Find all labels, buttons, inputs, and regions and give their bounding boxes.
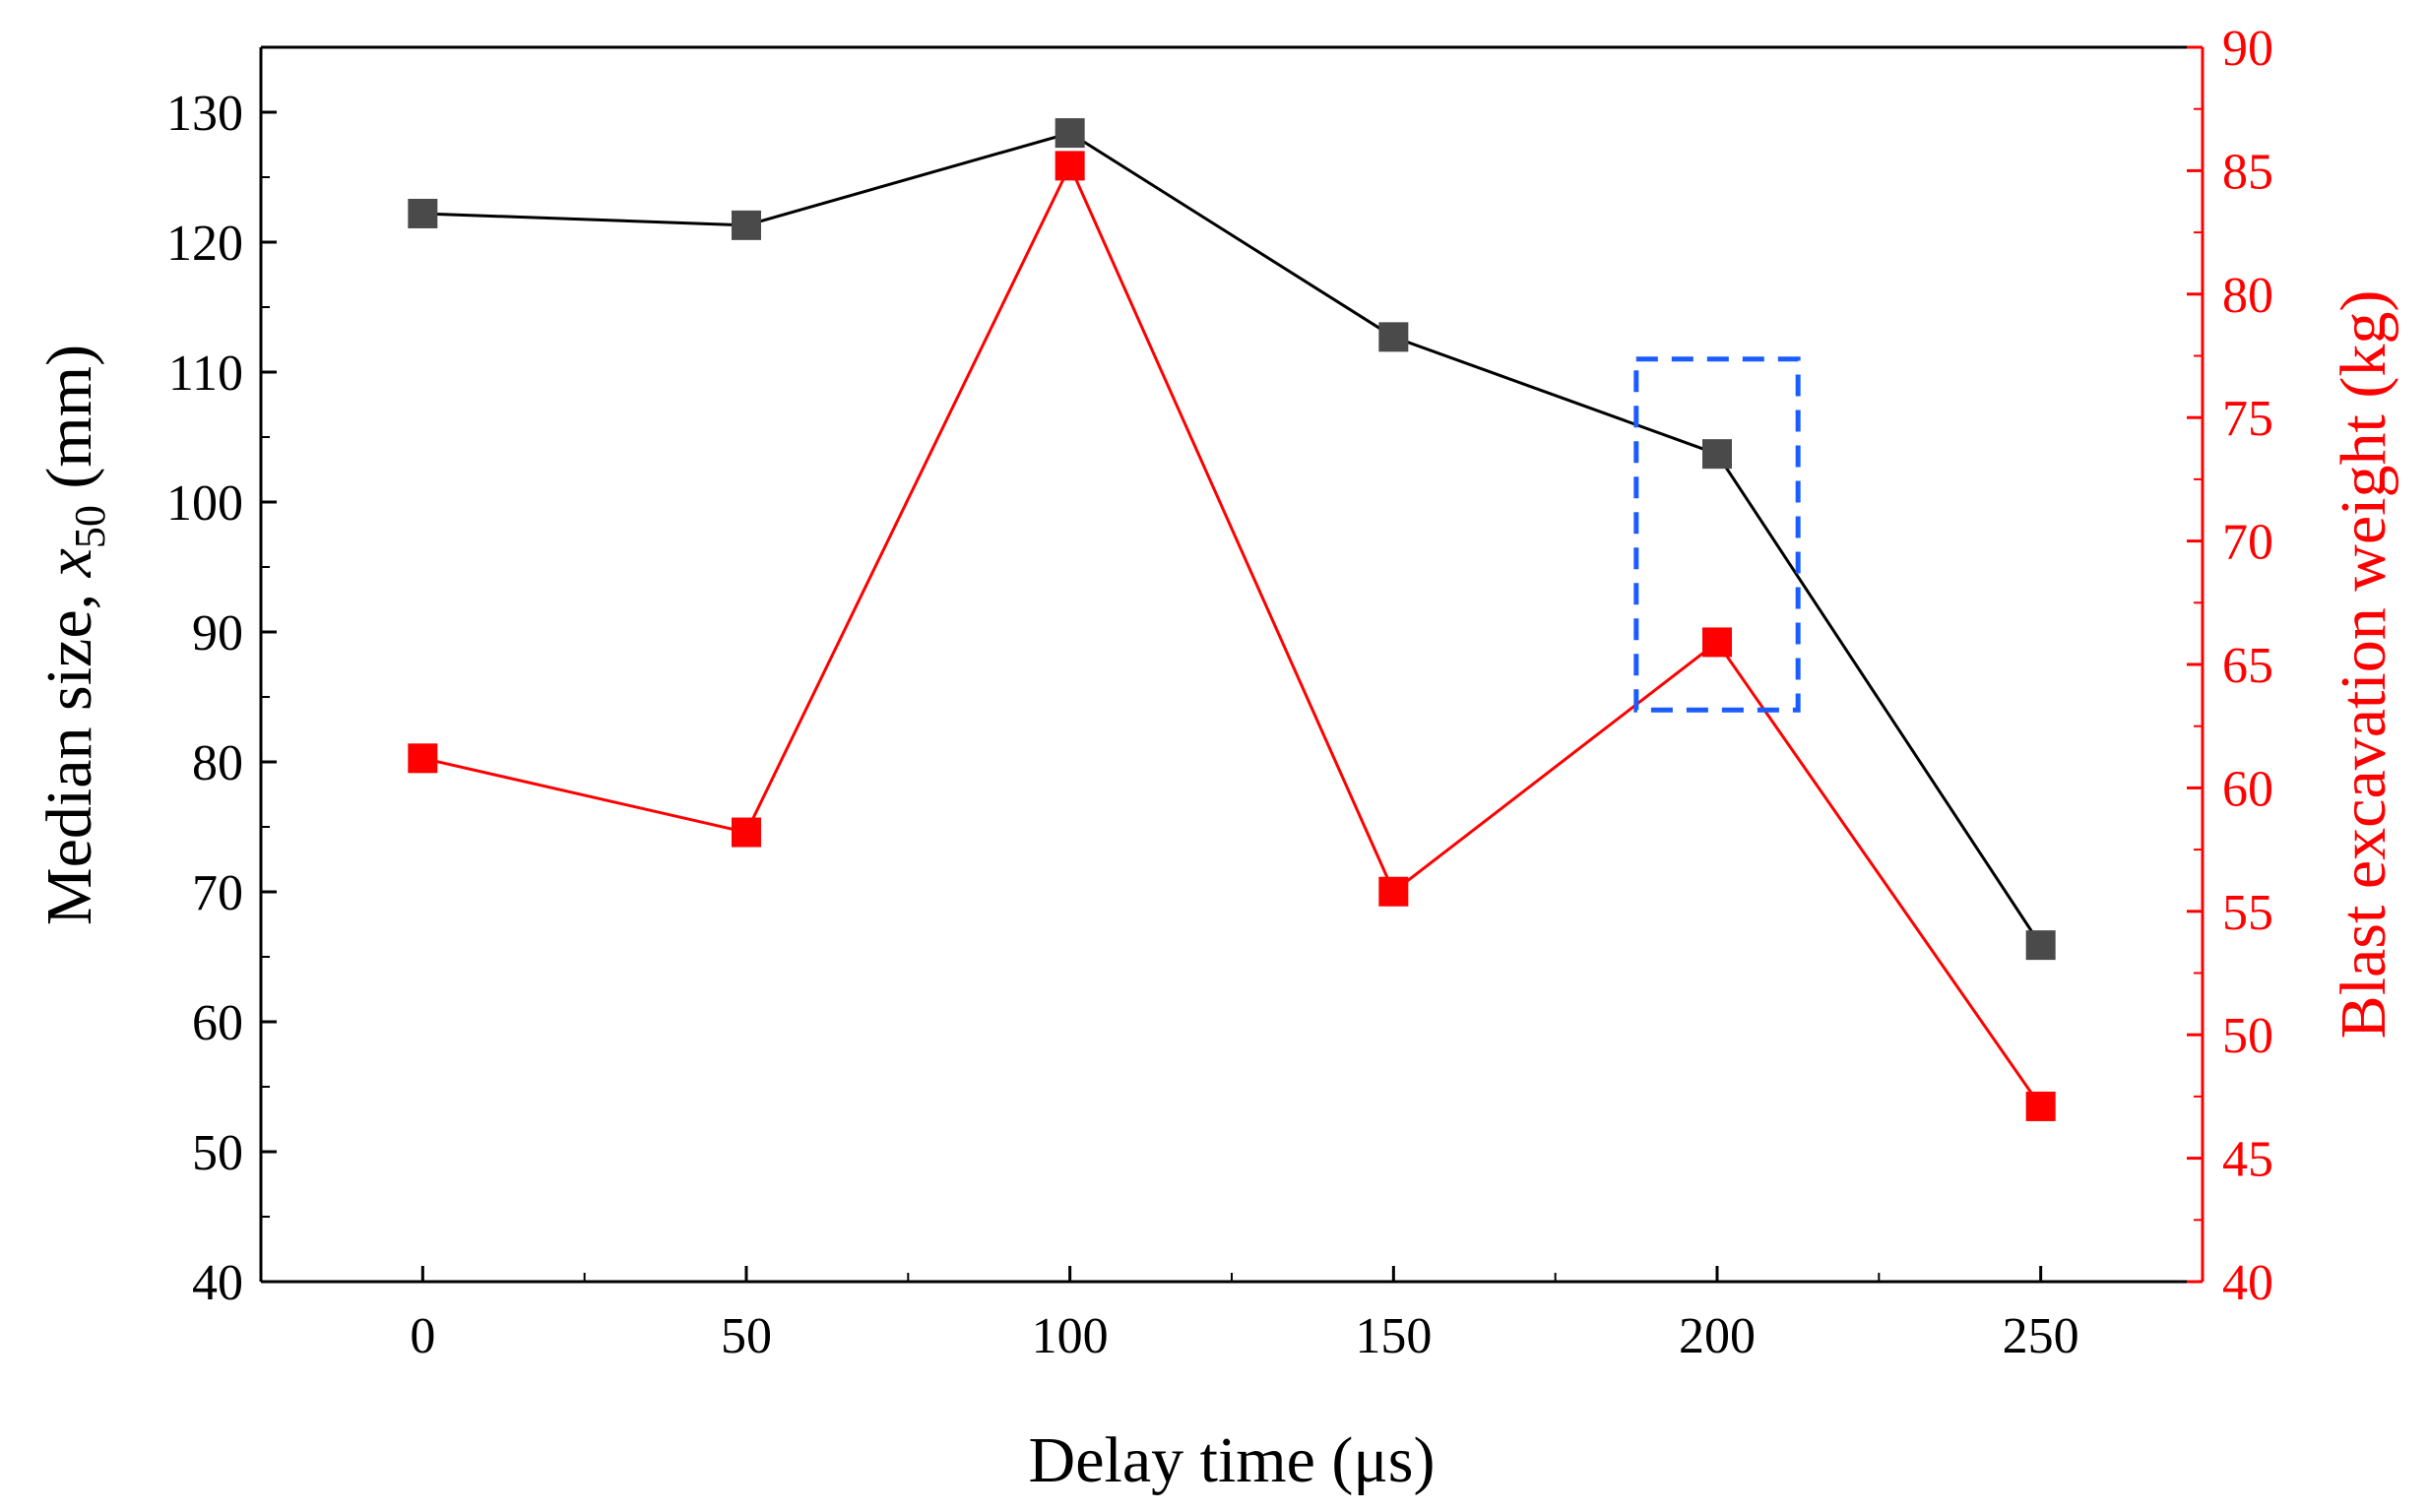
y-tick-label: 70	[192, 865, 243, 921]
y2-tick-label: 80	[2222, 268, 2273, 324]
x-tick-label: 0	[410, 1308, 435, 1364]
y-tick-label: 130	[166, 86, 243, 142]
y-tick-label: 90	[192, 605, 243, 662]
median-size-point	[1702, 439, 1732, 470]
blast-weight-point	[2025, 1091, 2056, 1121]
blast-weight-point	[732, 817, 761, 848]
median-size-point	[408, 198, 438, 228]
x-tick-label: 150	[1355, 1308, 1432, 1364]
median-size-point	[2025, 930, 2056, 961]
blast-weight-point	[1054, 151, 1085, 181]
y-axis-title-variable: x	[33, 548, 105, 578]
blast-weight-point	[408, 743, 438, 774]
y2-tick-label: 45	[2222, 1132, 2273, 1188]
y-axis-title-subscript: 50	[66, 505, 114, 548]
y-tick-label: 80	[192, 735, 243, 791]
y2-tick-label: 60	[2222, 761, 2273, 817]
plot-area	[259, 45, 2204, 1284]
y-tick-label: 50	[192, 1125, 243, 1181]
y2-tick-label: 50	[2222, 1008, 2273, 1064]
y2-tick-label: 90	[2222, 21, 2273, 77]
x-tick-label: 100	[1032, 1308, 1109, 1364]
series-line-median-size	[422, 131, 2042, 946]
highlight-box	[1633, 356, 1801, 713]
x-axis: 0 50 100 150 200 250	[410, 1266, 2079, 1364]
blast-weight-point	[1702, 627, 1732, 658]
y-axis-title: Median size, x50 (mm)	[33, 345, 114, 925]
y2-tick-label: 40	[2222, 1255, 2273, 1311]
y2-tick-label: 85	[2222, 144, 2273, 200]
y-axis-left: 40 50 60 70 80 90 100 110 120 130	[166, 86, 277, 1311]
x-tick-label: 200	[1679, 1308, 1756, 1364]
y-axis-title-suffix: (mm)	[33, 345, 105, 505]
y2-axis-title: Blast excavation weight (kg)	[2328, 290, 2399, 1040]
y2-tick-label: 65	[2222, 638, 2273, 694]
y2-tick-label: 55	[2222, 885, 2273, 941]
median-size-point	[1378, 322, 1409, 352]
y2-tick-label: 75	[2222, 391, 2273, 447]
y-tick-label: 120	[166, 216, 243, 272]
median-size-point	[732, 210, 761, 240]
y-tick-label: 100	[166, 475, 243, 532]
y-axis-title-prefix: Median size,	[33, 577, 105, 925]
y-tick-label: 60	[192, 995, 243, 1051]
series-line-blast-weight	[421, 161, 2042, 1107]
x-tick-label: 50	[721, 1308, 772, 1364]
blast-weight-point	[1378, 876, 1409, 907]
series-layer	[408, 118, 2056, 1121]
y-axis-right: 40 45 50 55 60 65 70 75 80 85 90	[2187, 21, 2273, 1311]
y2-tick-label: 70	[2222, 515, 2273, 571]
y-tick-label: 110	[168, 346, 243, 402]
median-size-point	[1054, 118, 1085, 149]
annotation-layer	[1633, 356, 1801, 713]
x-tick-label: 250	[2003, 1308, 2079, 1364]
x-axis-title: Delay time (μs)	[1029, 1424, 1436, 1496]
y-tick-label: 40	[192, 1255, 243, 1311]
